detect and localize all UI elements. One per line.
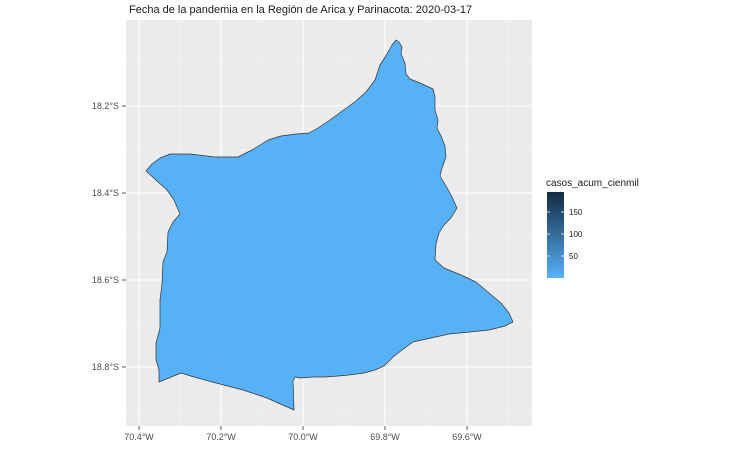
y-tick-label: 18.6°S (92, 275, 119, 285)
axis-ticks (122, 105, 468, 430)
y-tick-label: 18.4°S (92, 188, 119, 198)
legend-label: 50 (569, 252, 578, 261)
legend-label: 150 (569, 208, 583, 217)
y-tick-label: 18.8°S (92, 362, 119, 372)
legend-label: 100 (569, 230, 583, 239)
y-tick-label: 18.2°S (92, 101, 119, 111)
x-tick-label: 70.0°W (288, 432, 318, 442)
x-tick-label: 70.4°W (124, 432, 154, 442)
legend: casos_acum_cienmil 150 100 50 (546, 178, 639, 278)
legend-colorbar (547, 192, 564, 278)
x-tick-label: 69.6°W (452, 432, 482, 442)
x-tick-label: 69.8°W (370, 432, 400, 442)
region-polygon-arica-parinacota (145, 39, 514, 411)
legend-title: casos_acum_cienmil (546, 178, 639, 189)
plot-title: Fecha de la pandemia en la Región de Ari… (129, 4, 473, 16)
legend-ticks (547, 211, 564, 257)
x-tick-label: 70.2°W (206, 432, 236, 442)
